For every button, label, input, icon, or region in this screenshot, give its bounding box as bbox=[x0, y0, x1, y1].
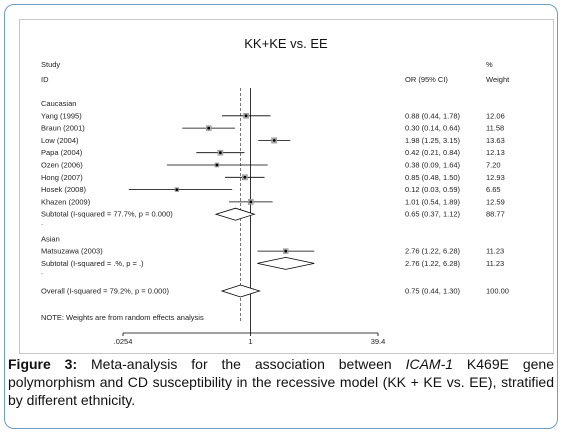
point-estimate bbox=[207, 126, 211, 130]
weight-value: 12.13 bbox=[486, 148, 505, 157]
x-tick-label: .0254 bbox=[114, 337, 133, 346]
caption-label: Figure 3: bbox=[8, 356, 78, 372]
forest-plot-panel: KK+KE vs. EE Study ID OR (95% CI)% Weight Cau… bbox=[19, 19, 554, 354]
or-ci-value: 0.65 (0.37, 1.12) bbox=[405, 210, 461, 219]
weight-value: 11.58 bbox=[486, 124, 504, 133]
or-ci-value: 0.12 (0.03, 0.59) bbox=[405, 185, 461, 194]
subtotal-diamond bbox=[214, 207, 256, 221]
weight-value: 100.00 bbox=[486, 287, 509, 296]
point-estimate bbox=[243, 175, 247, 179]
caption-gene: ICAM-1 bbox=[405, 356, 454, 372]
or-ci-value: 1.98 (1.25, 3.15) bbox=[405, 136, 461, 145]
forest-plot: KK+KE vs. EE Study ID OR (95% CI)% Weight Cau… bbox=[41, 36, 510, 346]
weight-value: 11.23 bbox=[486, 247, 504, 256]
point-estimate bbox=[284, 249, 288, 253]
figure-frame: KK+KE vs. EE Study ID OR (95% CI)% Weight Cau… bbox=[4, 4, 558, 429]
or-ci-value: 0.38 (0.09, 1.64) bbox=[405, 161, 461, 170]
or-ci-value: 1.01 (0.54, 1.89) bbox=[405, 197, 461, 206]
column-header-weight-pct: % bbox=[486, 60, 493, 69]
weights-note: NOTE: Weights are from random effects an… bbox=[41, 313, 204, 322]
study-label: Khazen (2009) bbox=[41, 197, 91, 206]
study-label: Matsuzawa (2003) bbox=[41, 247, 103, 256]
subtotal-label: Subtotal (I-squared = 77.7%, p = 0.000) bbox=[41, 210, 173, 219]
chart-title: KK+KE vs. EE bbox=[244, 36, 328, 51]
separator-dot: . bbox=[41, 218, 43, 227]
weight-value: 11.23 bbox=[486, 259, 504, 268]
weight-value: 12.59 bbox=[486, 197, 505, 206]
caption-text-1: Meta-analysis for the association betwee… bbox=[77, 356, 406, 372]
figure-caption: Figure 3: Meta-analysis for the associat… bbox=[8, 355, 554, 409]
or-ci-value: 0.75 (0.44, 1.30) bbox=[405, 287, 461, 296]
study-label: Braun (2001) bbox=[41, 124, 85, 133]
point-estimate bbox=[175, 188, 179, 192]
x-tick-label: 39.4 bbox=[371, 337, 386, 346]
overall-label: Overall (I-squared = 79.2%, p = 0.000) bbox=[41, 287, 169, 296]
caption-text-2: K469E gene polymorphism and CD susceptib… bbox=[8, 356, 554, 408]
study-label: Ozen (2006) bbox=[41, 161, 83, 170]
point-estimate bbox=[272, 139, 276, 142]
weight-value: 6.65 bbox=[486, 185, 501, 194]
column-header-id: ID bbox=[41, 75, 49, 84]
column-header-or: OR (95% CI) bbox=[405, 75, 448, 84]
weight-value: 88.77 bbox=[486, 210, 505, 219]
study-label: Yang (1995) bbox=[41, 111, 82, 120]
weight-value: 13.63 bbox=[486, 136, 505, 145]
or-ci-value: 2.76 (1.22, 6.28) bbox=[405, 247, 461, 256]
study-label: Hong (2007) bbox=[41, 173, 83, 182]
subtotal-label: Subtotal (I-squared = .%, p = .) bbox=[41, 259, 144, 268]
point-estimate bbox=[249, 200, 253, 204]
or-ci-value: 0.85 (0.48, 1.50) bbox=[405, 173, 461, 182]
point-estimate bbox=[244, 114, 248, 118]
subgroup-label: Asian bbox=[41, 234, 60, 243]
or-ci-value: 0.42 (0.21, 0.84) bbox=[405, 148, 461, 157]
column-header-weight: Weight bbox=[486, 75, 510, 84]
point-estimate bbox=[215, 163, 219, 167]
or-ci-value: 0.30 (0.14, 0.64) bbox=[405, 124, 461, 133]
point-estimate bbox=[218, 151, 222, 155]
x-tick-label: 1 bbox=[248, 337, 252, 346]
study-label: Papa (2004) bbox=[41, 148, 83, 157]
or-ci-value: 2.76 (1.22, 6.28) bbox=[405, 259, 461, 268]
separator-dot: . bbox=[41, 267, 43, 276]
or-ci-value: 0.88 (0.44, 1.78) bbox=[405, 111, 461, 120]
study-label: Low (2004) bbox=[41, 136, 79, 145]
subgroup-label: Caucasian bbox=[41, 99, 76, 108]
weight-value: 12.93 bbox=[486, 173, 505, 182]
subtotal-diamond bbox=[257, 256, 315, 270]
weight-value: 12.06 bbox=[486, 111, 505, 120]
overall-diamond bbox=[220, 284, 261, 298]
study-label: Hosek (2008) bbox=[41, 185, 87, 194]
column-header-study: Study bbox=[41, 60, 60, 69]
weight-value: 7.20 bbox=[486, 161, 501, 170]
